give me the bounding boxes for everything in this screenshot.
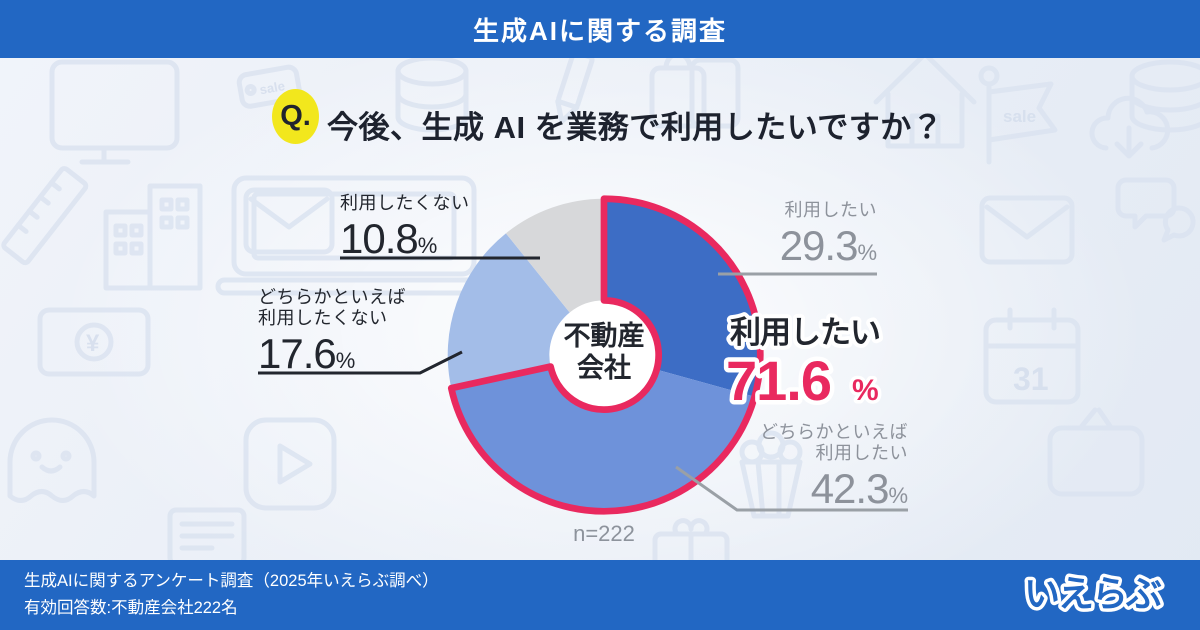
video-play-icon — [243, 417, 337, 511]
percent-sign: % — [417, 233, 438, 258]
ghost-face-icon — [7, 417, 97, 503]
donut-segment-2 — [447, 233, 570, 389]
page-title: 生成AIに関する調査 — [472, 15, 727, 46]
tv-icon — [1047, 407, 1145, 497]
source-note: 生成AIに関するアンケート調査（2025年いえらぶ調べ） 有効回答数:不動産会社… — [24, 568, 439, 622]
banknote-icon: ¥ — [37, 307, 151, 377]
callout-somewhat-want-value: 42.3% — [810, 465, 908, 512]
callout-decline: 利用したくない 10.8% — [340, 193, 470, 268]
question-text: 今後、生成 AI を業務で利用したいですか？ — [327, 110, 944, 145]
callout-somewhat-want-label2: 利用したい — [815, 443, 908, 463]
highlight-callout: 利用したい 71.6 % — [722, 311, 886, 417]
envelope-icon — [243, 187, 335, 255]
coins-icon — [1129, 59, 1200, 133]
callout-somewhat-want: どちらかといえば 利用したい 42.3% — [760, 422, 908, 518]
speech-bubbles-icon — [1115, 177, 1196, 243]
chart-center-label: 不動産 会社 — [563, 321, 645, 383]
svg-text:31: 31 — [1013, 361, 1049, 397]
callout-want-label: 利用したい — [784, 200, 877, 220]
highlight-label: 利用したい — [730, 315, 880, 350]
percent-sign: % — [888, 483, 908, 508]
callout-decline-label: 利用したくない — [340, 193, 470, 213]
sale-flag-icon: sale — [978, 65, 1058, 165]
ruler-icon — [1, 166, 89, 266]
highlight-percent-sign: % — [852, 374, 879, 407]
callout-somewhat-decline: どちらかといえば 利用したくない 17.6% — [258, 287, 406, 383]
buildings-icon — [103, 183, 203, 291]
callout-somewhat-decline-value: 17.6% — [258, 330, 356, 377]
source-line-2: 有効回答数:不動産会社222名 — [24, 599, 238, 617]
donut-segment-3 — [505, 198, 604, 313]
envelope-icon — [979, 195, 1075, 265]
logo-text: いえらぶ — [1024, 574, 1162, 615]
callout-decline-value: 10.8% — [340, 215, 438, 262]
percent-sign: % — [857, 240, 877, 265]
donut-segment-0 — [604, 198, 761, 397]
monitor-icon — [49, 59, 180, 165]
svg-text:sale: sale — [258, 78, 286, 97]
callout-want-value: 29.3% — [779, 222, 877, 269]
sample-size-label: n=222 — [573, 521, 635, 546]
footer-bar: 生成AIに関するアンケート調査（2025年いえらぶ調べ） 有効回答数:不動産会社… — [0, 560, 1200, 630]
highlight-outline — [447, 195, 764, 515]
sale-tag-icon: sale — [236, 64, 302, 109]
svg-text:¥: ¥ — [86, 330, 100, 357]
callout-somewhat-decline-label2: 利用したくない — [258, 308, 388, 328]
document-icon — [167, 507, 247, 567]
highlight-value: 71.6 — [726, 349, 831, 412]
svg-text:sale: sale — [1003, 107, 1036, 126]
question-badge: Q. — [272, 89, 319, 144]
callout-somewhat-want-label1: どちらかといえば — [760, 422, 908, 442]
donut-hole — [548, 299, 660, 411]
ielove-logo: いえらぶ — [1020, 571, 1167, 619]
question-badge-label: Q. — [280, 100, 311, 132]
calendar-icon: 31 — [983, 307, 1081, 405]
source-line-1: 生成AIに関するアンケート調査（2025年いえらぶ調べ） — [24, 572, 439, 590]
callout-want: 利用したい 29.3% — [780, 200, 877, 275]
callout-somewhat-decline-label1: どちらかといえば — [258, 287, 406, 307]
percent-sign: % — [335, 348, 356, 373]
header-bar: 生成AIに関する調査 — [0, 0, 1200, 58]
database-icon — [395, 55, 469, 133]
